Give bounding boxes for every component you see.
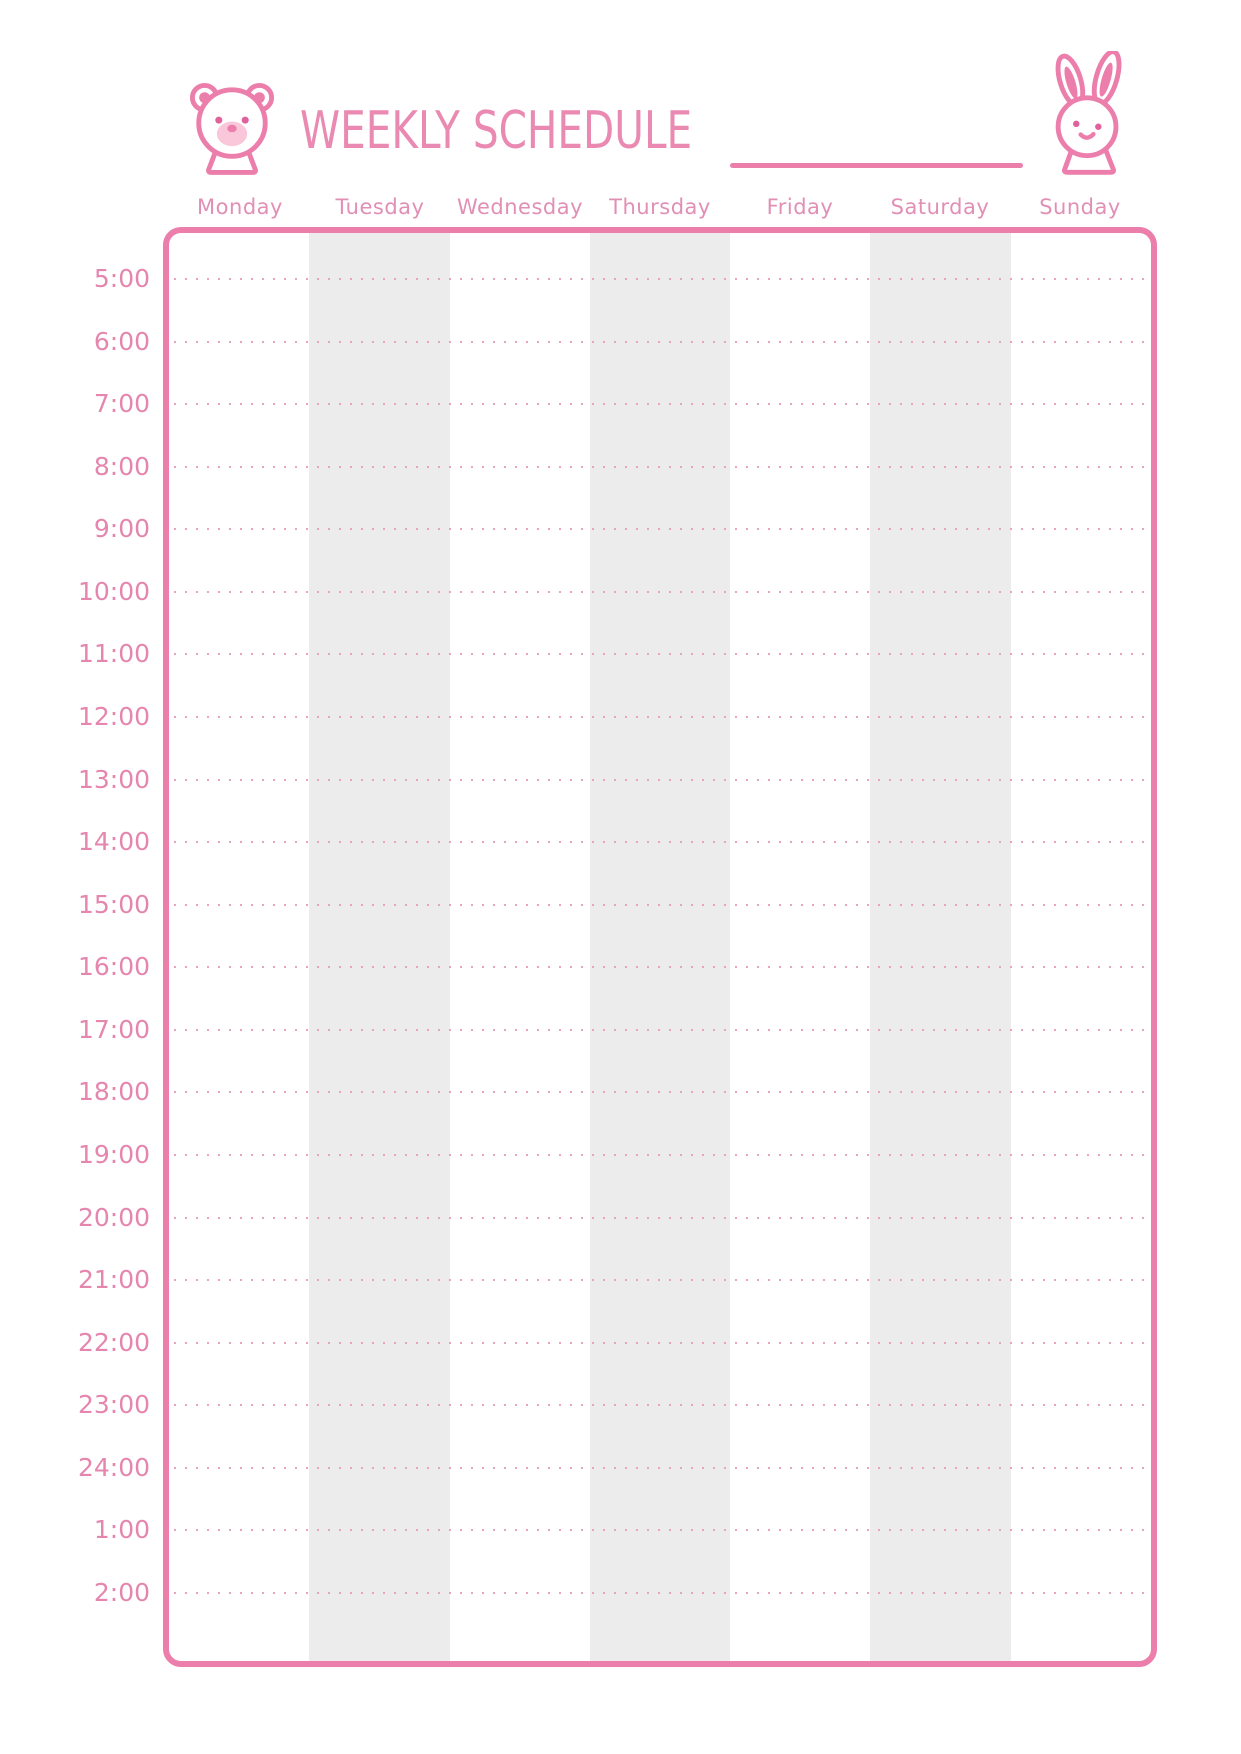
time-label-2400: 24:00 <box>77 1453 150 1482</box>
hour-line-700 <box>174 403 1146 405</box>
hour-line-2100 <box>174 1279 1146 1281</box>
hour-line-600 <box>174 341 1146 343</box>
day-header-saturday: Saturday <box>890 195 990 219</box>
hour-line-1000 <box>174 591 1146 593</box>
time-label-1300: 13:00 <box>77 765 150 794</box>
schedule-grid[interactable] <box>163 227 1157 1667</box>
time-label-1700: 17:00 <box>77 1015 150 1044</box>
name-line[interactable] <box>730 163 1023 168</box>
hour-line-2300 <box>174 1404 1146 1406</box>
day-column-monday[interactable] <box>169 233 309 1661</box>
hour-line-2200 <box>174 1342 1146 1344</box>
day-header-friday: Friday <box>766 195 834 219</box>
time-label-2100: 21:00 <box>77 1265 150 1294</box>
hour-line-1900 <box>174 1154 1146 1156</box>
hour-line-1200 <box>174 716 1146 718</box>
day-header-row: Monday Tuesday Wednesday Thursday Friday Satu… <box>170 193 1150 221</box>
time-label-1800: 18:00 <box>77 1077 150 1106</box>
hour-line-1100 <box>174 653 1146 655</box>
time-label-800: 8:00 <box>93 452 150 481</box>
day-column-tuesday[interactable] <box>309 233 450 1661</box>
hour-line-200 <box>174 1592 1146 1594</box>
time-label-900: 9:00 <box>93 514 150 543</box>
day-header-monday: Monday <box>197 195 283 219</box>
day-column-sunday[interactable] <box>1011 233 1151 1661</box>
hour-line-1600 <box>174 966 1146 968</box>
day-header-thursday: Thursday <box>609 195 711 219</box>
day-column-thursday[interactable] <box>589 233 731 1661</box>
hour-line-500 <box>174 278 1146 280</box>
hour-line-2400 <box>174 1467 1146 1469</box>
hour-line-1300 <box>174 779 1146 781</box>
hour-line-1800 <box>174 1091 1146 1093</box>
time-label-1100: 11:00 <box>77 639 150 668</box>
hour-line-900 <box>174 528 1146 530</box>
hour-line-1700 <box>174 1029 1146 1031</box>
page-title: WEEKLY SCHEDULE <box>300 101 693 161</box>
time-label-100: 1:00 <box>93 1515 150 1544</box>
hour-line-100 <box>174 1529 1146 1531</box>
hour-line-1500 <box>174 904 1146 906</box>
day-header-wednesday: Wednesday <box>456 195 584 219</box>
day-column-saturday[interactable] <box>870 233 1011 1661</box>
time-label-1600: 16:00 <box>77 952 150 981</box>
time-label-1000: 10:00 <box>77 577 150 606</box>
day-column-friday[interactable] <box>730 233 870 1661</box>
time-label-1500: 15:00 <box>77 890 150 919</box>
time-label-2200: 22:00 <box>77 1328 150 1357</box>
day-header-sunday: Sunday <box>1039 195 1121 219</box>
hour-line-1400 <box>174 841 1146 843</box>
time-label-1200: 12:00 <box>77 702 150 731</box>
time-label-700: 7:00 <box>93 389 150 418</box>
time-label-1900: 19:00 <box>77 1140 150 1169</box>
time-label-200: 2:00 <box>93 1578 150 1607</box>
bear-icon <box>189 82 275 175</box>
time-label-1400: 14:00 <box>77 827 150 856</box>
hour-line-800 <box>174 466 1146 468</box>
rabbit-icon <box>1055 51 1122 175</box>
hour-line-2000 <box>174 1217 1146 1219</box>
day-columns <box>169 233 1151 1661</box>
day-header-tuesday: Tuesday <box>335 195 425 219</box>
day-column-wednesday[interactable] <box>450 233 590 1661</box>
time-label-500: 5:00 <box>93 264 150 293</box>
time-label-2000: 20:00 <box>77 1203 150 1232</box>
time-label-2300: 23:00 <box>77 1390 150 1419</box>
time-label-600: 6:00 <box>93 327 150 356</box>
